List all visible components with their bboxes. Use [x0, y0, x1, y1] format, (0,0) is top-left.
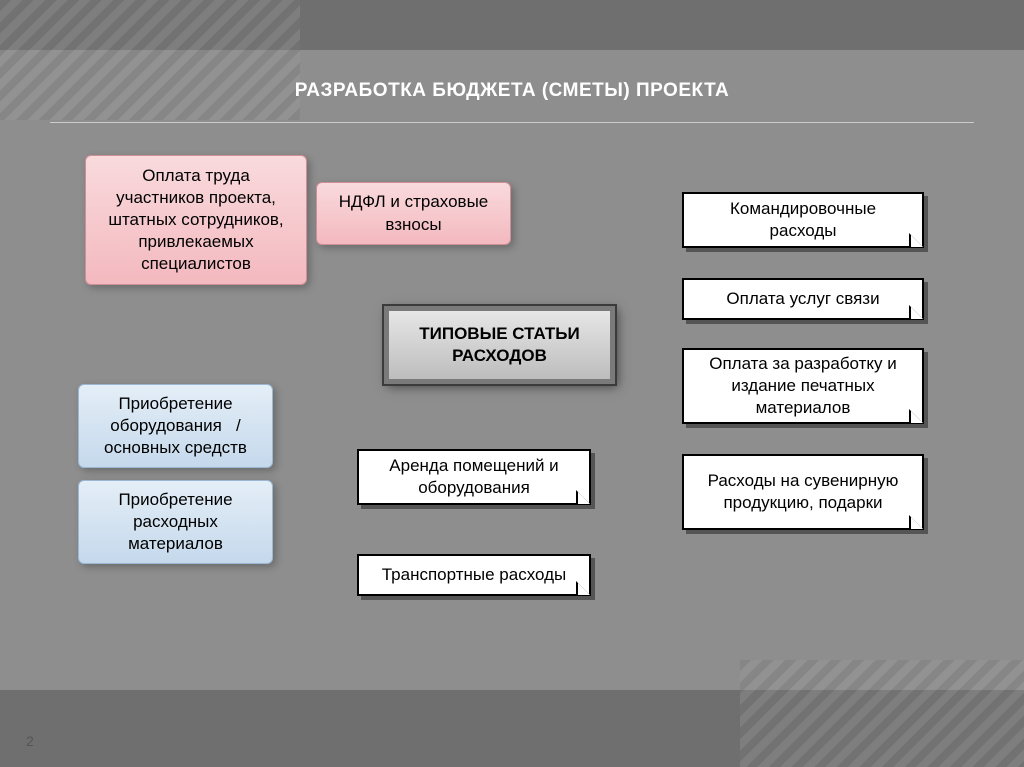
blue-equip: Приобретение оборудования / основных сре… [78, 384, 273, 468]
pink-labor: Оплата труда участников проекта, штатных… [85, 155, 307, 285]
hatch-br [740, 660, 1024, 767]
doc-comms: Оплата услуг связи [682, 278, 924, 320]
doc-print: Оплата за разработку и издание печатных … [682, 348, 924, 424]
doc-travel: Командировочные расходы [682, 192, 924, 248]
slide-number: 2 [26, 733, 34, 749]
page-title: РАЗРАБОТКА БЮДЖЕТА (СМЕТЫ) ПРОЕКТА [295, 80, 729, 102]
doc-souvenir: Расходы на сувенирную продукцию, подарки [682, 454, 924, 530]
blue-supplies: Приобретение расходных материалов [78, 480, 273, 564]
title-rule [50, 122, 974, 123]
doc-rent: Аренда помещений и оборудования [357, 449, 591, 505]
hatch-tl [0, 0, 300, 120]
doc-transport: Транспортные расходы [357, 554, 591, 596]
center-box: ТИПОВЫЕ СТАТЬИ РАСХОДОВ [384, 306, 615, 384]
pink-ndfl: НДФЛ и страховые взносы [316, 182, 511, 245]
